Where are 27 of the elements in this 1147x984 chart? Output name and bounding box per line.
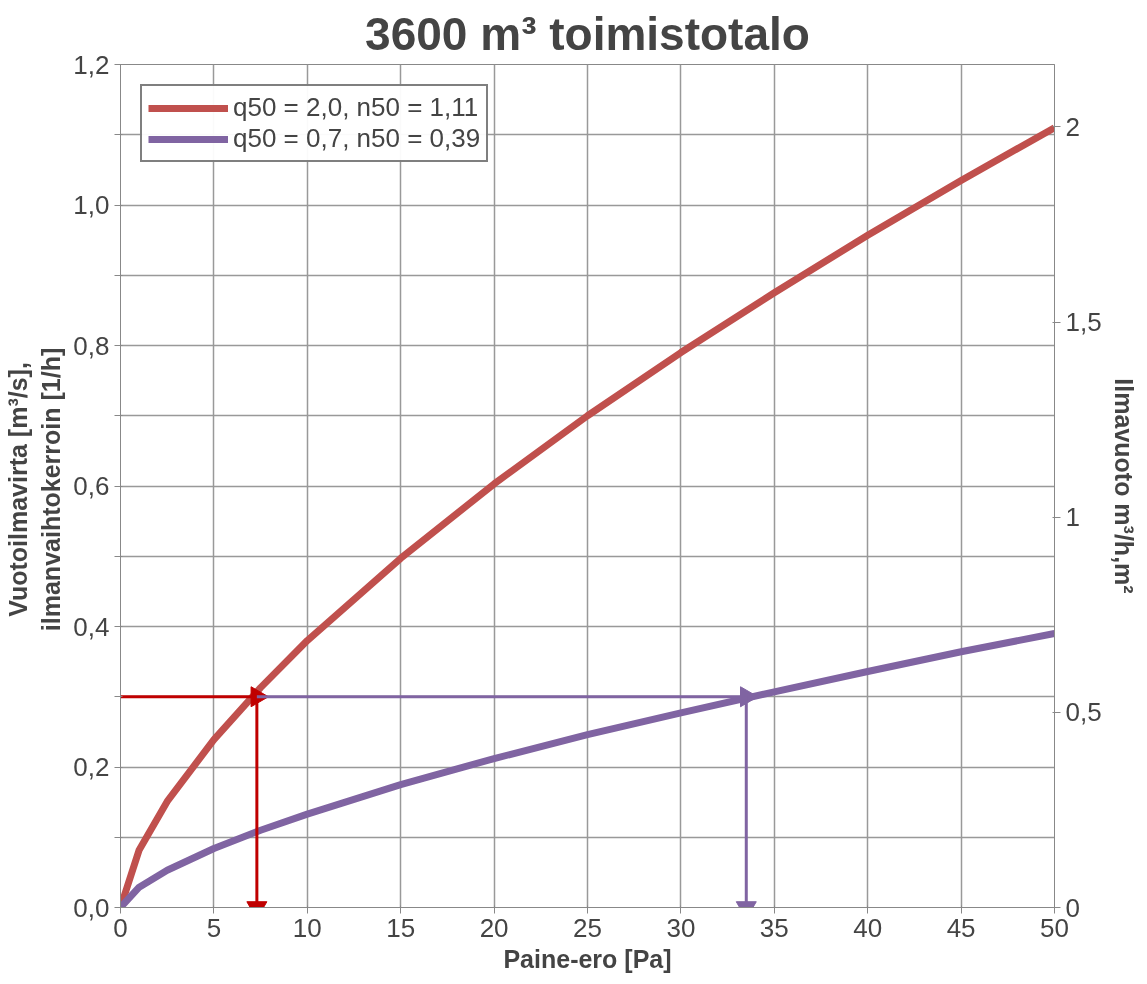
x-tick-label: 40 [853,912,883,943]
legend-label: q50 = 2,0, n50 = 1,11 [233,92,479,123]
x-tick-label: 45 [946,912,976,943]
x-tick-label: 5 [206,912,222,943]
x-tick-label: 0 [113,912,128,943]
y-tick-label: 0,8 [73,330,110,361]
legend-label: q50 = 0,7, n50 = 0,39 [233,123,481,154]
x-tick-label: 35 [759,912,789,943]
x-tick-label: 10 [292,912,322,943]
y-tick-label: 0,6 [73,471,110,501]
x-axis-title: Paine-ero [Pa] [503,944,672,973]
y2-axis-title: Ilmavuoto m³/h,m² [1109,378,1138,594]
y-tick-label: 0,0 [73,892,110,923]
x-tick-label: 30 [666,912,696,943]
x-tick-label: 20 [479,912,509,943]
chart-title: 3600 m³ toimistotalo [365,7,810,60]
y-axis-title: Vuotoilmavirta [m³/s], ilmanvaihtokerroin [1/h] [3,347,66,632]
y2-tick-label: 2 [1065,111,1080,142]
y2-tick-label: 1 [1065,502,1080,533]
y-tick-label: 1,0 [73,190,110,220]
y2-tick-label: 0,5 [1065,697,1102,728]
y-tick-label: 0,4 [73,611,110,642]
y-tick-label: 0,2 [73,752,110,782]
y-tick-label: 1,2 [73,49,110,80]
x-tick-label: 25 [573,912,602,943]
x-tick-label: 15 [386,912,416,943]
y2-tick-label: 1,5 [1065,307,1102,338]
